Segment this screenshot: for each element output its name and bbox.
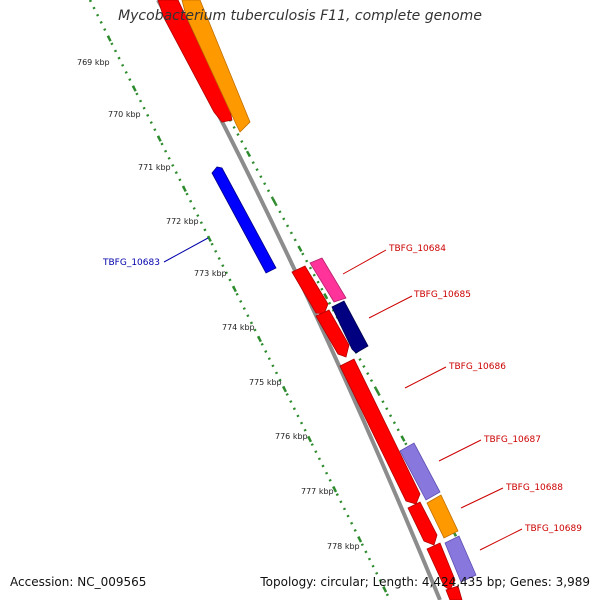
- gene-arrow-tbfg-10685: [331, 300, 369, 354]
- gene-label-tbfg-10683: TBFG_10683: [102, 258, 160, 268]
- topology-text: Topology: circular; Length: 4,424,435 bp…: [260, 575, 590, 589]
- gene-arrow-orange-top: [181, 0, 251, 133]
- gene-arrow-tbfg-10684: [309, 257, 347, 303]
- scale-label-773: 773 kbp: [194, 269, 227, 278]
- gene-label-tbfg-10689: TBFG_10689: [524, 524, 582, 534]
- scale-label-770: 770 kbp: [108, 110, 141, 119]
- gene-arrow-red-a: [291, 265, 329, 315]
- inner-scale-major-ticks: [88, 0, 392, 600]
- leader-line-tbfg-10683: [163, 237, 209, 263]
- scale-label-769: 769 kbp: [77, 58, 110, 67]
- gene-label-tbfg-10686: TBFG_10686: [448, 362, 506, 372]
- scale-label-777: 777 kbp: [301, 487, 334, 496]
- leader-line-tbfg-10689: [479, 528, 523, 551]
- scale-label-771: 771 kbp: [138, 163, 171, 172]
- leader-line-tbfg-10684: [342, 249, 387, 275]
- leader-line-tbfg-10686: [404, 366, 447, 389]
- gene-label-tbfg-10688: TBFG_10688: [505, 483, 563, 493]
- scale-label-778: 778 kbp: [327, 542, 360, 551]
- leader-line-tbfg-10688: [460, 487, 504, 509]
- page-title: Mycobacterium tuberculosis F11, complete…: [118, 8, 482, 24]
- genome-backbone: [156, 0, 442, 600]
- gene-arrow-tbfg-10683: [211, 166, 277, 274]
- gene-arrow-red-e: [445, 585, 463, 600]
- gene-label-tbfg-10687: TBFG_10687: [483, 435, 541, 445]
- scale-label-775: 775 kbp: [249, 378, 282, 387]
- gene-arrow-red-d: [426, 542, 456, 591]
- gene-arrow-red-c: [407, 501, 438, 546]
- accession-text: Accession: NC_009565: [10, 575, 147, 589]
- gene-arrow-tbfg-10686: [339, 358, 421, 505]
- gene-label-tbfg-10684: TBFG_10684: [388, 244, 446, 254]
- leader-line-tbfg-10685: [368, 295, 413, 319]
- gene-arrow-tbfg-10689: [444, 535, 477, 583]
- scale-label-776: 776 kbp: [275, 432, 308, 441]
- gene-label-tbfg-10685: TBFG_10685: [413, 290, 471, 300]
- scale-label-772: 772 kbp: [166, 217, 199, 226]
- scale-label-774: 774 kbp: [222, 323, 255, 332]
- gene-arrow-red-b: [315, 309, 350, 358]
- leader-line-tbfg-10687: [438, 439, 482, 462]
- gene-arrow-tbfg-10687: [399, 442, 441, 501]
- gene-arrow-tbfg-10688: [426, 494, 459, 539]
